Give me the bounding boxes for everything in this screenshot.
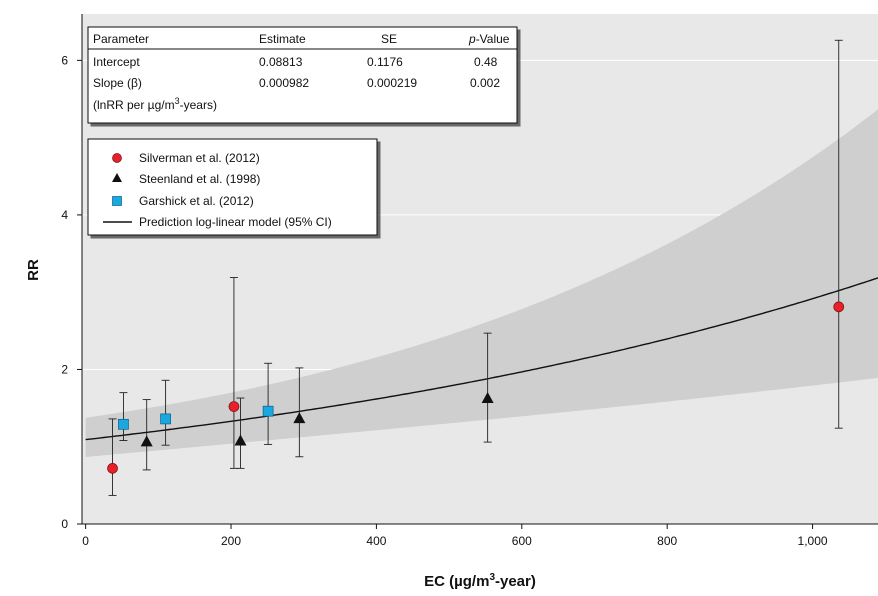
table-header-estimate: Estimate bbox=[259, 32, 306, 46]
data-point-silverman-2 bbox=[833, 301, 845, 313]
legend-marker-steenland bbox=[112, 173, 122, 182]
x-ticks: 0 200 400 600 800 1,000 bbox=[82, 524, 828, 548]
table-row-slope-estimate: 0.000982 bbox=[259, 76, 309, 90]
table-row-slope-se: 0.000219 bbox=[367, 76, 417, 90]
data-point-steenland-1 bbox=[234, 434, 247, 446]
table-row-intercept-se: 0.1176 bbox=[367, 55, 403, 69]
x-axis-title: EC (µg/m3-year) bbox=[424, 572, 536, 590]
legend-marker-garshick bbox=[112, 196, 122, 206]
x-tick-label-600: 600 bbox=[512, 534, 532, 548]
confidence-band bbox=[85, 109, 878, 457]
data-point-steenland-0 bbox=[140, 435, 153, 447]
data-point-steenland-2 bbox=[293, 412, 306, 424]
table-row-intercept-parameter: Intercept bbox=[93, 55, 140, 69]
x-tick-label-0: 0 bbox=[82, 534, 89, 548]
data-points bbox=[107, 301, 845, 474]
y-tick-label-0: 0 bbox=[61, 517, 68, 531]
table-row-slope-parameter: Slope (β) bbox=[93, 76, 142, 90]
legend-label-garshick: Garshick et al. (2012) bbox=[139, 194, 254, 208]
data-point-steenland-3 bbox=[481, 392, 494, 404]
x-tick-label-400: 400 bbox=[366, 534, 386, 548]
prediction-line-layer bbox=[85, 277, 878, 441]
legend-label-steenland: Steenland et al. (1998) bbox=[139, 172, 260, 186]
y-ticks: 0 2 4 6 bbox=[61, 53, 82, 531]
parameter-table: Parameter Estimate SE p-Value Intercept … bbox=[87, 26, 518, 124]
y-tick-label-4: 4 bbox=[61, 208, 68, 222]
table-header-p-value: p-Value bbox=[468, 32, 510, 46]
table-header-parameter: Parameter bbox=[93, 32, 149, 46]
legend-marker-silverman bbox=[112, 153, 122, 163]
data-point-silverman-0 bbox=[107, 463, 118, 474]
data-point-garshick-2 bbox=[262, 405, 274, 417]
data-point-garshick-1 bbox=[160, 413, 171, 425]
x-tick-label-200: 200 bbox=[221, 534, 241, 548]
legend: Silverman et al. (2012) Steenland et al.… bbox=[87, 138, 378, 236]
legend-label-model: Prediction log-linear model (95% CI) bbox=[139, 215, 332, 229]
x-tick-label-1000: 1,000 bbox=[798, 534, 828, 548]
table-header-se: SE bbox=[381, 32, 397, 46]
prediction-line bbox=[85, 277, 878, 441]
y-tick-label-6: 6 bbox=[61, 53, 68, 67]
confidence-band-layer bbox=[85, 109, 878, 457]
legend-label-silverman: Silverman et al. (2012) bbox=[139, 151, 260, 165]
data-point-silverman-1 bbox=[228, 401, 240, 412]
table-slope-unit: (lnRR per µg/m3-years) bbox=[93, 96, 217, 112]
y-axis-title: RR bbox=[25, 259, 42, 281]
x-tick-label-800: 800 bbox=[657, 534, 677, 548]
table-row-intercept-p: 0.48 bbox=[474, 55, 498, 69]
y-tick-label-2: 2 bbox=[61, 362, 68, 376]
table-row-slope-p: 0.002 bbox=[470, 76, 500, 90]
data-point-garshick-0 bbox=[118, 418, 129, 430]
table-row-intercept-estimate: 0.08813 bbox=[259, 55, 303, 69]
